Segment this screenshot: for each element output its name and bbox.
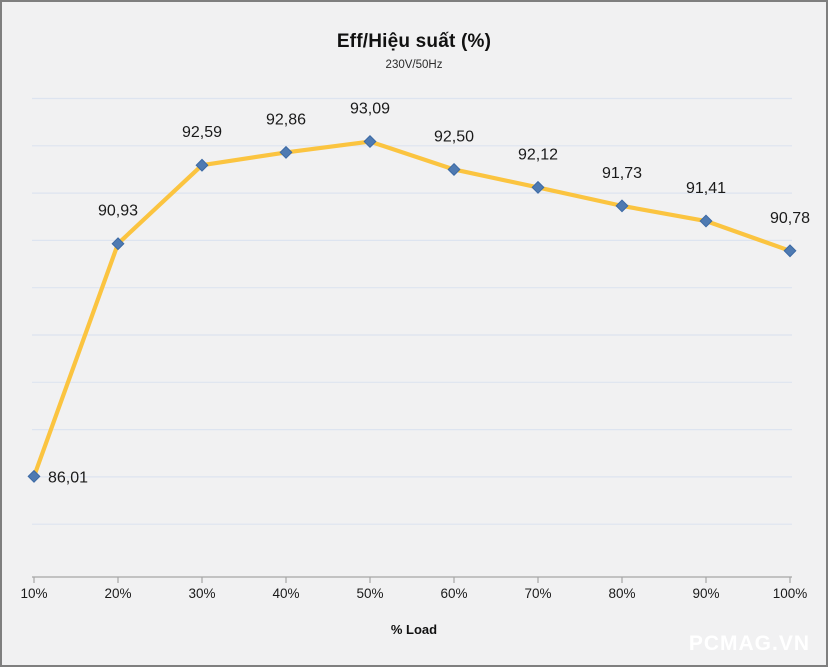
x-tick-label: 70% bbox=[524, 586, 551, 601]
data-point-label: 91,73 bbox=[602, 165, 642, 182]
data-point-label: 93,09 bbox=[350, 101, 390, 118]
data-point-label: 90,78 bbox=[770, 210, 810, 227]
data-point-label: 92,86 bbox=[266, 111, 306, 128]
data-point-marker bbox=[615, 199, 629, 213]
series-line bbox=[31, 139, 793, 479]
x-tick-label: 20% bbox=[104, 586, 131, 601]
data-point-marker bbox=[783, 244, 797, 258]
data-point-marker bbox=[195, 158, 209, 172]
chart-subtitle: 230V/50Hz bbox=[385, 59, 443, 71]
data-point-label: 92,12 bbox=[518, 146, 558, 163]
data-point-label: 92,50 bbox=[434, 128, 474, 145]
x-tick-label: 40% bbox=[272, 586, 299, 601]
x-tick-label: 30% bbox=[188, 586, 215, 601]
data-point-label: 91,41 bbox=[686, 180, 726, 197]
chart-title: Eff/Hiệu suất (%) bbox=[336, 31, 492, 52]
x-tick-label: 10% bbox=[20, 586, 47, 601]
x-tick-label: 50% bbox=[356, 586, 383, 601]
data-point-marker bbox=[363, 135, 377, 149]
data-point-marker bbox=[447, 162, 461, 176]
data-point-marker bbox=[27, 469, 41, 483]
watermark-pcmag: PCMAG.VN bbox=[688, 632, 810, 655]
data-point-label: 90,93 bbox=[98, 203, 138, 220]
data-point-marker bbox=[279, 145, 293, 159]
x-tick-label: 60% bbox=[440, 586, 467, 601]
data-point-label: 86,01 bbox=[48, 469, 88, 486]
data-point-marker bbox=[111, 237, 125, 251]
x-axis-title: % Load bbox=[390, 622, 438, 637]
x-tick-label: 100% bbox=[773, 586, 808, 601]
data-point-marker bbox=[699, 214, 713, 228]
x-tick-label: 90% bbox=[692, 586, 719, 601]
data-point-marker bbox=[531, 180, 545, 194]
x-tick-label: 80% bbox=[608, 586, 635, 601]
data-point-label: 92,59 bbox=[182, 124, 222, 141]
